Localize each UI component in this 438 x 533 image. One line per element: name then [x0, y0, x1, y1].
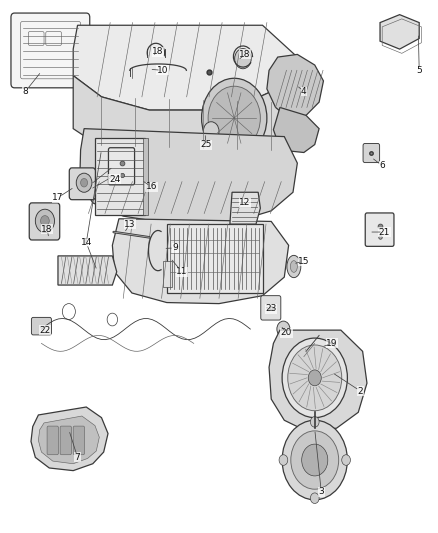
- Circle shape: [203, 122, 219, 141]
- Text: 15: 15: [298, 257, 310, 265]
- Ellipse shape: [235, 49, 251, 69]
- Text: 7: 7: [74, 453, 81, 462]
- Text: 23: 23: [265, 304, 277, 313]
- Text: 13: 13: [124, 220, 135, 229]
- Polygon shape: [269, 330, 367, 431]
- Text: 10: 10: [157, 66, 168, 75]
- FancyBboxPatch shape: [261, 296, 281, 320]
- FancyBboxPatch shape: [365, 213, 394, 246]
- Text: 21: 21: [379, 228, 390, 237]
- Polygon shape: [267, 54, 323, 118]
- Circle shape: [302, 444, 328, 476]
- Text: 9: 9: [173, 244, 178, 253]
- Circle shape: [201, 78, 267, 158]
- Text: 14: 14: [81, 238, 92, 247]
- FancyBboxPatch shape: [32, 317, 51, 335]
- Text: 5: 5: [417, 66, 422, 75]
- Ellipse shape: [290, 261, 297, 272]
- Text: 1: 1: [83, 238, 89, 247]
- Text: 19: 19: [326, 339, 338, 348]
- Text: 20: 20: [281, 328, 292, 337]
- Text: 17: 17: [52, 193, 64, 202]
- Text: 25: 25: [200, 140, 212, 149]
- Bar: [143, 138, 148, 215]
- Polygon shape: [80, 128, 297, 223]
- Text: 4: 4: [301, 87, 307, 96]
- Polygon shape: [113, 219, 289, 304]
- Polygon shape: [273, 108, 319, 152]
- Text: 18: 18: [41, 225, 53, 234]
- Circle shape: [288, 345, 342, 411]
- Polygon shape: [31, 407, 108, 471]
- Text: 8: 8: [22, 87, 28, 96]
- Circle shape: [311, 417, 319, 427]
- Text: 2: 2: [358, 386, 363, 395]
- Polygon shape: [58, 256, 117, 285]
- FancyBboxPatch shape: [109, 148, 134, 185]
- Text: 18: 18: [239, 50, 251, 59]
- FancyBboxPatch shape: [363, 143, 380, 163]
- Text: 24: 24: [109, 174, 120, 183]
- Text: 22: 22: [39, 326, 50, 335]
- FancyBboxPatch shape: [47, 426, 58, 455]
- Circle shape: [76, 173, 92, 192]
- Circle shape: [35, 209, 54, 232]
- Polygon shape: [380, 14, 419, 49]
- Polygon shape: [73, 76, 297, 158]
- FancyBboxPatch shape: [29, 203, 60, 240]
- Text: 6: 6: [379, 161, 385, 170]
- FancyBboxPatch shape: [73, 426, 85, 455]
- Polygon shape: [39, 416, 99, 464]
- Polygon shape: [230, 192, 260, 224]
- Text: 18: 18: [152, 47, 164, 56]
- Text: 16: 16: [146, 182, 157, 191]
- Bar: [167, 224, 262, 293]
- Circle shape: [208, 86, 260, 150]
- Bar: [163, 261, 172, 287]
- Circle shape: [282, 420, 347, 500]
- Circle shape: [308, 370, 321, 386]
- Circle shape: [342, 455, 350, 465]
- Text: 12: 12: [240, 198, 251, 207]
- Circle shape: [279, 455, 288, 465]
- FancyBboxPatch shape: [60, 426, 71, 455]
- FancyBboxPatch shape: [69, 168, 95, 200]
- FancyBboxPatch shape: [11, 13, 90, 88]
- Circle shape: [282, 338, 347, 418]
- Polygon shape: [73, 25, 297, 110]
- Text: 3: 3: [318, 487, 324, 496]
- Circle shape: [81, 179, 88, 187]
- Bar: [95, 138, 145, 215]
- Text: 11: 11: [176, 268, 188, 276]
- Circle shape: [41, 216, 49, 226]
- Circle shape: [277, 321, 290, 337]
- Circle shape: [311, 493, 319, 504]
- Ellipse shape: [287, 255, 301, 278]
- Circle shape: [291, 431, 339, 489]
